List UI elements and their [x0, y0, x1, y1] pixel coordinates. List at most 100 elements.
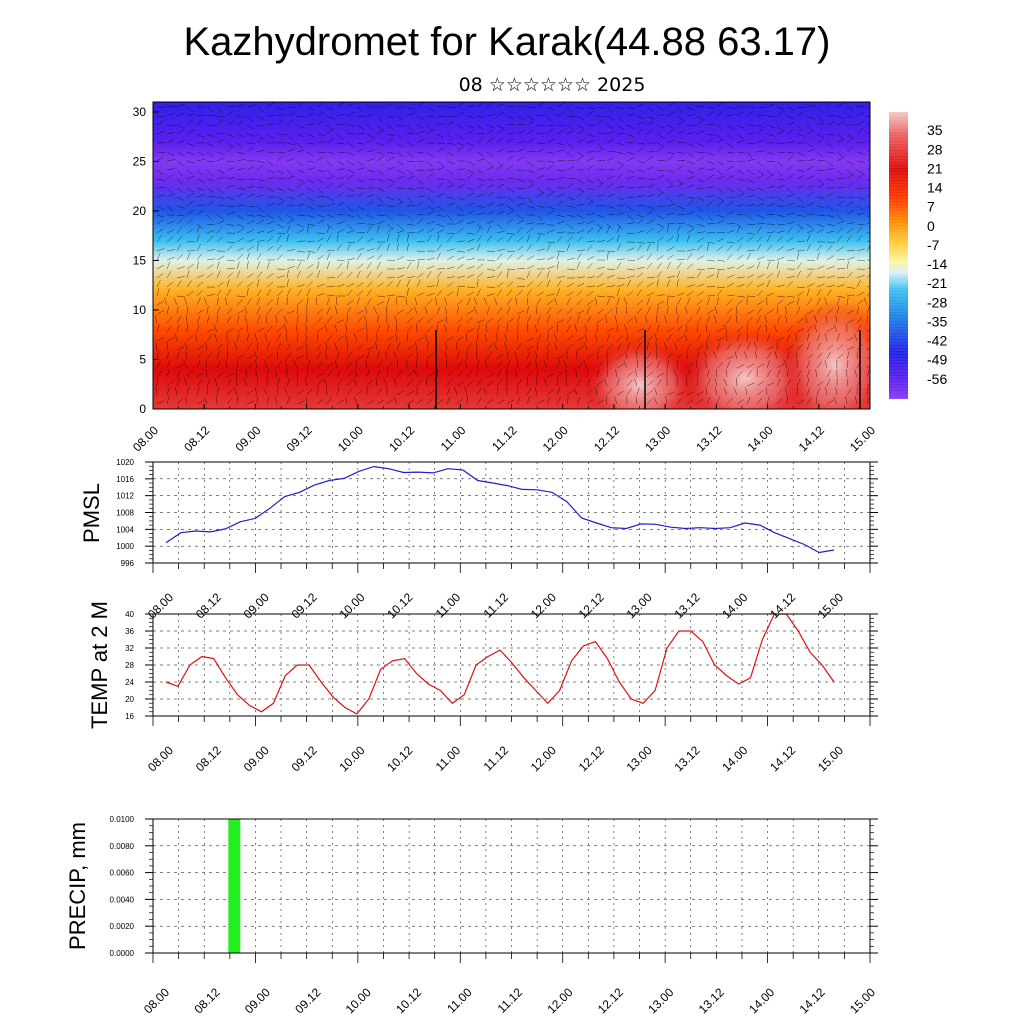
wind-barb	[466, 232, 475, 235]
wind-barb	[576, 315, 580, 324]
wind-barb	[536, 124, 546, 126]
wind-barb	[166, 138, 175, 144]
wind-barb	[176, 151, 185, 156]
wind-barb	[616, 390, 625, 396]
wind-barb	[856, 248, 865, 252]
wind-barb	[425, 378, 428, 387]
wind-barb	[836, 246, 844, 252]
wind-barb	[496, 282, 504, 288]
wind-barb	[866, 167, 870, 171]
wind-barb	[376, 220, 385, 225]
wind-barb	[676, 279, 679, 288]
wind-barb	[776, 256, 785, 261]
wind-barb	[296, 169, 305, 173]
wind-barb	[254, 333, 258, 342]
wind-barb	[776, 306, 779, 315]
wind-barb	[216, 106, 223, 113]
wind-barb	[546, 279, 551, 288]
wind-barb	[716, 169, 723, 176]
wind-barb	[705, 387, 708, 396]
wind-barb	[706, 232, 716, 234]
wind-barb	[806, 325, 813, 333]
wind-barb	[326, 397, 332, 405]
wind-barb	[514, 351, 518, 360]
wind-barb	[576, 191, 584, 198]
wind-barb	[796, 328, 805, 333]
wind-barb	[356, 214, 364, 221]
wind-barb	[786, 275, 795, 279]
wind-barb	[646, 389, 654, 396]
wind-barb	[276, 244, 283, 252]
wind-barb	[596, 223, 603, 230]
wind-barb	[666, 155, 674, 162]
wind-barb	[696, 167, 705, 171]
wind-barb	[766, 196, 776, 198]
wind-barb	[866, 240, 870, 243]
wind-barb	[856, 316, 863, 324]
wind-barb	[575, 369, 578, 378]
x-tick-label: 08.00	[141, 985, 172, 1016]
wind-barb	[746, 317, 753, 324]
wind-barb	[414, 306, 418, 315]
wind-barb	[393, 378, 398, 387]
wind-barb	[636, 299, 644, 306]
wind-barb	[206, 293, 215, 297]
wind-barb	[824, 333, 828, 342]
wind-barb	[346, 306, 351, 315]
wind-barb	[486, 373, 495, 378]
wind-barb	[556, 360, 560, 369]
wind-barb	[346, 283, 355, 288]
wind-barb	[706, 309, 714, 315]
wind-barb	[296, 261, 302, 270]
wind-barb	[856, 351, 859, 360]
wind-barb	[596, 295, 606, 298]
wind-barb	[176, 266, 185, 270]
wind-barbs	[154, 102, 870, 409]
wind-barb	[666, 169, 675, 173]
wind-barb	[176, 205, 185, 209]
wind-barb	[186, 270, 190, 279]
wind-barb	[816, 138, 824, 144]
wind-barb	[546, 205, 555, 210]
wind-barb	[174, 333, 178, 342]
wind-barb	[826, 167, 835, 171]
wind-barb	[735, 315, 738, 324]
wind-barb	[576, 261, 581, 270]
wind-barb	[216, 196, 225, 199]
wind-barb	[376, 324, 381, 333]
wind-barb	[616, 133, 626, 135]
wind-barb	[456, 324, 461, 333]
wind-barb	[166, 168, 175, 171]
wind-barb	[386, 196, 395, 201]
wind-barb	[726, 210, 735, 216]
wind-barb	[816, 387, 821, 396]
wind-barb	[756, 256, 765, 261]
wind-barb	[796, 378, 801, 387]
wind-barb	[365, 360, 368, 369]
x-tick-label: 09.00	[232, 423, 263, 454]
wind-barb	[754, 351, 758, 360]
wind-barb	[654, 333, 658, 342]
y-tick-label: 0	[139, 402, 146, 416]
wind-barb	[686, 228, 695, 234]
wind-barb	[326, 285, 336, 288]
wind-barb	[806, 397, 812, 405]
wind-barb	[216, 169, 225, 174]
wind-barb	[516, 219, 525, 225]
wind-barb	[516, 277, 525, 280]
colorbar-lines	[889, 112, 908, 399]
wind-barb	[796, 297, 800, 306]
wind-barb	[336, 113, 345, 117]
wind-barb	[156, 288, 160, 297]
wind-barb	[576, 178, 584, 184]
wind-barb	[304, 378, 308, 387]
wind-barb	[866, 356, 870, 360]
wind-barb	[565, 378, 568, 387]
wind-barb	[216, 306, 221, 315]
wind-barb	[456, 112, 465, 117]
wind-barb	[346, 187, 355, 192]
wind-barb	[636, 342, 641, 351]
wind-barb	[236, 309, 245, 315]
x-tick-label: 08.12	[181, 423, 212, 454]
